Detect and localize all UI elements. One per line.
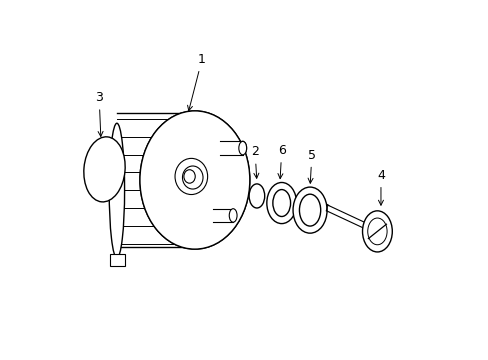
Ellipse shape: [292, 187, 326, 233]
Ellipse shape: [248, 184, 264, 208]
Ellipse shape: [299, 194, 320, 226]
Text: 4: 4: [376, 169, 384, 205]
Ellipse shape: [140, 111, 249, 249]
Ellipse shape: [109, 123, 124, 258]
Text: 3: 3: [95, 91, 103, 136]
Ellipse shape: [238, 141, 246, 155]
Text: 2: 2: [251, 145, 259, 178]
Ellipse shape: [229, 209, 237, 222]
Text: 6: 6: [277, 144, 285, 179]
Ellipse shape: [83, 137, 125, 202]
Text: 5: 5: [307, 149, 315, 183]
FancyBboxPatch shape: [110, 255, 125, 266]
Ellipse shape: [140, 111, 249, 249]
Ellipse shape: [266, 183, 296, 224]
Ellipse shape: [229, 209, 237, 222]
Ellipse shape: [272, 190, 290, 216]
Ellipse shape: [362, 211, 391, 252]
Ellipse shape: [238, 141, 246, 155]
Text: 1: 1: [187, 53, 205, 111]
